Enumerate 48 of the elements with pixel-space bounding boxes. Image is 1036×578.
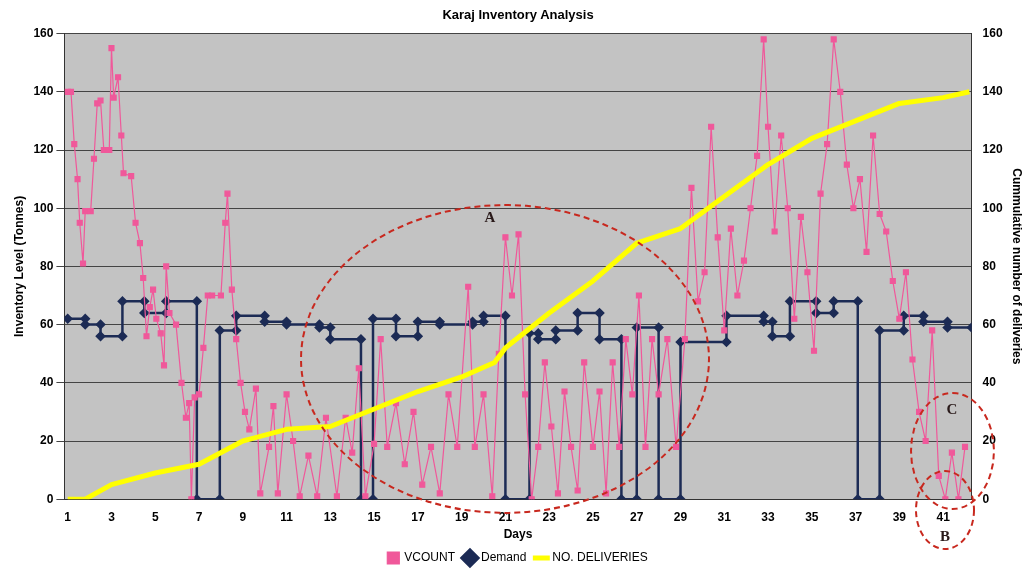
- x-tick-label: 31: [717, 509, 732, 524]
- annotation: C: [946, 400, 958, 417]
- x-tick-label: 5: [151, 509, 159, 524]
- x-tick-label: 17: [411, 509, 425, 524]
- x-tick-label: 35: [805, 509, 819, 524]
- x-tick-label: 41: [936, 509, 951, 524]
- x-tick-label: 29: [673, 509, 688, 524]
- x-tick-label: 15: [367, 509, 382, 524]
- y-tick-label: 140: [33, 84, 54, 99]
- y-tick-label: 100: [33, 200, 54, 215]
- x-tick-label: 33: [761, 509, 776, 524]
- y2-tick-label: 40: [982, 375, 997, 390]
- y-tick-label: 120: [33, 142, 54, 157]
- x-tick-label: 13: [323, 509, 338, 524]
- y-tick-label: 160: [33, 25, 54, 40]
- x-tick-label: 7: [195, 509, 203, 524]
- x-tick-label: 27: [630, 509, 644, 524]
- y2-tick-label: 160: [982, 25, 1003, 40]
- y-tick-label: 80: [40, 258, 54, 273]
- y2-tick-label: 0: [982, 491, 990, 506]
- x-tick-label: 3: [108, 509, 116, 524]
- y2-tick-label: 120: [982, 142, 1003, 157]
- y2-tick-label: 60: [982, 316, 997, 331]
- legend-label: NO. DELIVERIES: [552, 550, 648, 565]
- chart-title: Karaj Inventory Analysis: [442, 7, 594, 23]
- y-tick-label: 40: [40, 375, 54, 390]
- y-axis-title: Inventory Level (Tonnes): [11, 195, 26, 337]
- x-tick-label: 19: [454, 509, 469, 524]
- x-tick-label: 39: [892, 509, 907, 524]
- x-tick-label: 37: [848, 509, 863, 524]
- text: B: [939, 527, 951, 544]
- y-tick-label: 20: [40, 433, 54, 448]
- y2-tick-label: 20: [982, 433, 997, 448]
- x-tick-label: 9: [239, 509, 247, 524]
- x-tick-label: 25: [586, 509, 600, 524]
- annotation: A: [484, 208, 496, 225]
- x-tick-label: 23: [542, 509, 557, 524]
- x-tick-label: 11: [280, 509, 294, 524]
- y2-tick-label: 80: [982, 258, 997, 273]
- y2-tick-label: 140: [982, 84, 1003, 99]
- legend-label: Demand: [480, 550, 527, 565]
- y2-tick-label: 100: [982, 200, 1003, 215]
- y-tick-label: 60: [40, 316, 54, 331]
- y2-axis-title: Cummulative number of deliveries: [1010, 168, 1025, 365]
- legend-label: VCOUNT: [404, 550, 456, 565]
- x-tick-label: 1: [64, 509, 72, 524]
- x-axis-title: Days: [503, 527, 533, 542]
- y-tick-label: 0: [46, 491, 54, 506]
